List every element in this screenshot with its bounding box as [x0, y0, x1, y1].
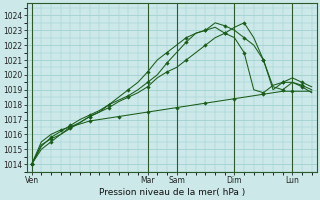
X-axis label: Pression niveau de la mer( hPa ): Pression niveau de la mer( hPa ) [99, 188, 245, 197]
